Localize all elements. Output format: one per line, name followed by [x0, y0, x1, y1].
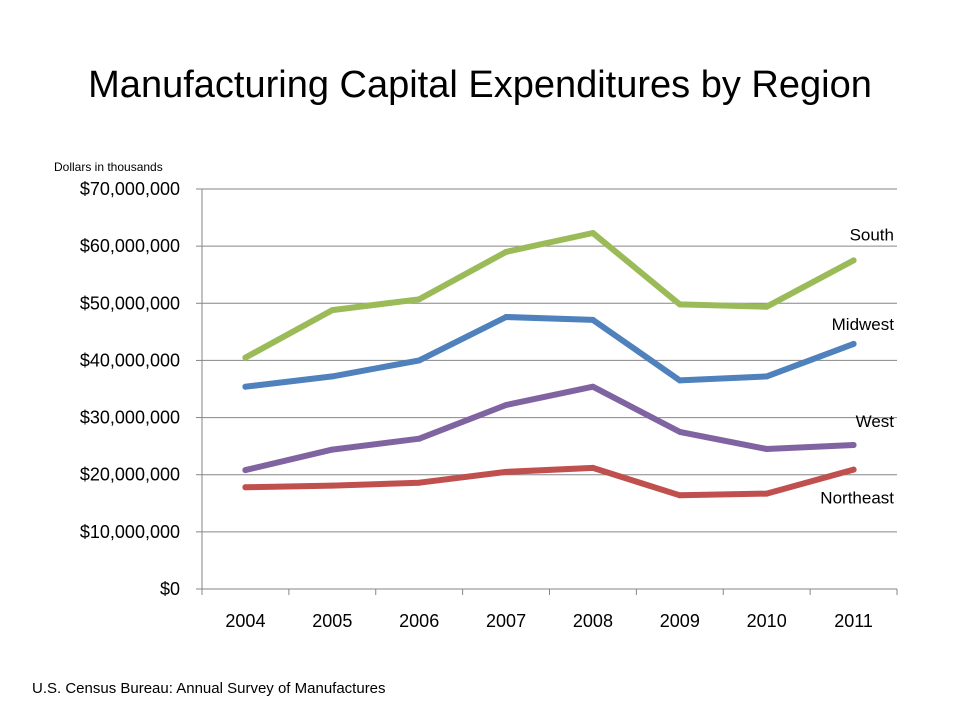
series-line-south	[242, 230, 857, 361]
data-point-midwest	[242, 383, 249, 390]
data-point-northeast	[503, 468, 510, 475]
series-line-northeast	[242, 464, 857, 499]
data-point-northeast	[329, 482, 336, 489]
data-point-west	[850, 442, 857, 448]
data-point-northeast	[242, 484, 249, 491]
data-point-south	[676, 301, 683, 308]
data-point-northeast	[676, 492, 683, 499]
x-tick-label: 2009	[660, 611, 700, 631]
series-label-west: West	[856, 412, 895, 431]
x-tick-label: 2008	[573, 611, 613, 631]
data-point-midwest	[589, 316, 596, 323]
data-point-west	[763, 446, 770, 452]
y-tick-label: $10,000,000	[80, 522, 180, 542]
data-point-midwest	[676, 377, 683, 384]
y-tick-label: $40,000,000	[80, 350, 180, 370]
data-point-south	[589, 230, 596, 236]
x-tick-label: 2007	[486, 611, 526, 631]
data-point-south	[850, 257, 857, 264]
x-tick-label: 2005	[312, 611, 352, 631]
series-label-northeast: Northeast	[820, 489, 894, 508]
x-tick-label: 2006	[399, 611, 439, 631]
data-point-midwest	[503, 314, 510, 320]
data-point-west	[676, 428, 683, 435]
series-label-midwest: Midwest	[832, 315, 895, 334]
data-point-south	[242, 354, 249, 361]
data-point-northeast	[416, 479, 423, 486]
data-point-midwest	[850, 340, 857, 347]
data-point-midwest	[763, 373, 770, 380]
data-point-northeast	[589, 464, 596, 471]
x-tick-label: 2004	[225, 611, 265, 631]
data-point-west	[416, 435, 423, 442]
data-point-northeast	[763, 490, 770, 497]
y-tick-label: $70,000,000	[80, 179, 180, 199]
y-tick-label: $60,000,000	[80, 236, 180, 256]
data-point-west	[329, 446, 336, 453]
data-point-west	[589, 383, 596, 390]
data-point-west	[242, 467, 249, 474]
series-line-midwest	[242, 314, 857, 390]
x-tick-label: 2011	[834, 611, 873, 631]
y-tick-label: $30,000,000	[80, 408, 180, 428]
y-tick-label: $50,000,000	[80, 293, 180, 313]
y-axis-units-note: Dollars in thousands	[54, 160, 163, 174]
series-label-south: South	[850, 225, 894, 244]
data-point-midwest	[416, 357, 423, 364]
data-point-south	[329, 307, 336, 314]
data-point-northeast	[850, 466, 857, 473]
data-point-midwest	[329, 373, 336, 380]
chart-title: Manufacturing Capital Expenditures by Re…	[88, 64, 872, 106]
data-point-south	[416, 296, 423, 303]
data-point-south	[763, 303, 770, 310]
source-note: U.S. Census Bureau: Annual Survey of Man…	[32, 680, 386, 697]
x-tick-label: 2010	[747, 611, 787, 631]
y-tick-label: $0	[160, 579, 180, 599]
data-point-south	[503, 248, 510, 255]
series-line-west	[242, 383, 857, 474]
data-point-west	[503, 402, 510, 408]
y-tick-label: $20,000,000	[80, 465, 180, 485]
